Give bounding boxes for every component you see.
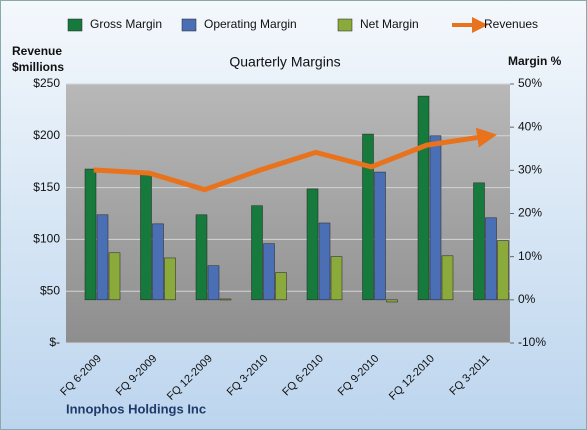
y2-tick-label: 10% — [518, 249, 542, 263]
bar — [386, 299, 398, 303]
y2-axis-title: Margin % — [508, 54, 562, 68]
bar — [330, 256, 343, 301]
y2-tick-label: 40% — [518, 119, 542, 133]
bar — [429, 135, 442, 301]
y2-tick-label: 50% — [518, 76, 542, 90]
bar — [485, 217, 497, 301]
bar — [195, 214, 208, 301]
y-tick-label: $50 — [40, 283, 60, 297]
legend-swatch — [67, 18, 83, 32]
y-tick-label: $250 — [33, 76, 60, 90]
legend-swatch — [337, 18, 353, 32]
legend-label: Operating Margin — [204, 17, 297, 31]
y2-tick-label: 20% — [518, 206, 542, 220]
y2-tick-label: 0% — [518, 292, 536, 306]
footer: Innophos Holdings Inc — [66, 401, 206, 416]
line — [93, 127, 498, 193]
bar — [140, 174, 152, 301]
y2-tick-label: 30% — [518, 163, 542, 177]
chart-title: Quarterly Margins — [229, 54, 340, 70]
bar — [441, 255, 454, 301]
bar — [497, 240, 509, 301]
y-tick-label: $150 — [33, 180, 60, 194]
bar — [108, 252, 121, 301]
bar — [473, 182, 485, 301]
bar — [219, 298, 232, 301]
bar — [318, 222, 331, 301]
legend-swatch — [181, 18, 197, 32]
bar — [164, 257, 176, 301]
y-tick-label: $- — [49, 335, 60, 349]
bar — [251, 205, 263, 301]
legend-label: Net Margin — [360, 17, 419, 31]
bar — [152, 223, 164, 301]
y2-tick-label: -10% — [518, 335, 546, 349]
plot-area — [66, 84, 510, 343]
bar — [263, 243, 275, 301]
bar — [306, 188, 319, 301]
bar — [275, 272, 287, 301]
bar — [84, 168, 97, 301]
y-tick-label: $100 — [33, 232, 60, 246]
bar — [207, 265, 220, 301]
y-axis-title: Revenue — [12, 44, 62, 58]
y-tick-label: $200 — [33, 128, 60, 142]
y-axis-title: $millions — [12, 60, 64, 74]
bar — [96, 214, 109, 301]
legend-label: Revenues — [484, 17, 538, 31]
bar — [417, 95, 430, 301]
bar — [374, 171, 386, 301]
bar — [362, 133, 374, 301]
legend-label: Gross Margin — [90, 17, 162, 31]
